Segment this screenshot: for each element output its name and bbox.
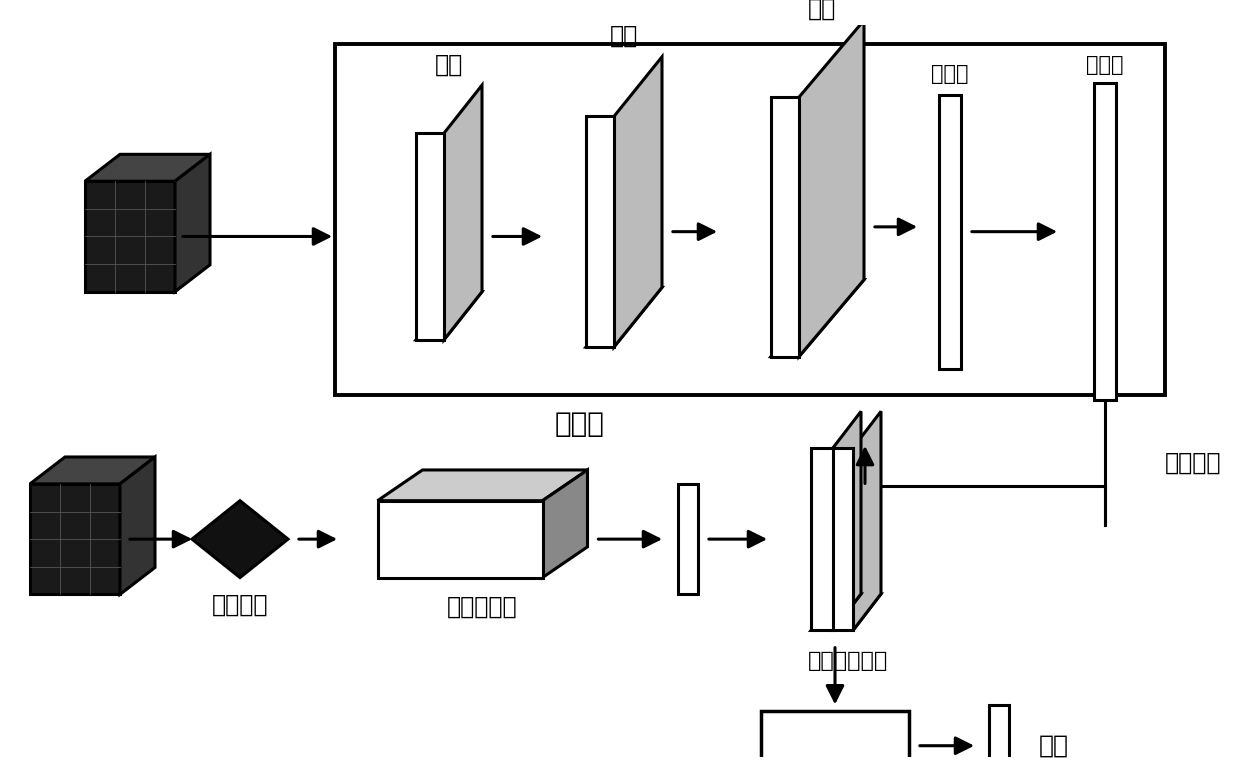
Polygon shape <box>831 448 853 630</box>
Polygon shape <box>377 470 588 501</box>
Text: 全连接: 全连接 <box>931 64 968 84</box>
Polygon shape <box>415 133 444 340</box>
Text: 卷积: 卷积 <box>808 0 836 21</box>
Polygon shape <box>833 411 861 630</box>
Bar <box>939 94 961 369</box>
Bar <box>990 705 1009 762</box>
Polygon shape <box>799 21 864 357</box>
Text: 卷积: 卷积 <box>610 24 639 48</box>
Text: 判别器: 判别器 <box>556 410 605 438</box>
Text: 卷积: 卷积 <box>435 53 463 76</box>
Bar <box>335 44 1166 395</box>
Polygon shape <box>771 280 864 357</box>
Polygon shape <box>587 117 614 347</box>
Bar <box>1094 83 1116 400</box>
Polygon shape <box>853 411 880 630</box>
Polygon shape <box>120 457 155 594</box>
Text: 全连接: 全连接 <box>1086 56 1123 75</box>
Polygon shape <box>415 292 482 340</box>
Text: 纹理特征图: 纹理特征图 <box>446 594 517 619</box>
Polygon shape <box>831 594 880 630</box>
Bar <box>678 484 698 594</box>
Polygon shape <box>192 501 288 578</box>
Polygon shape <box>30 484 120 594</box>
Text: CNN: CNN <box>802 732 868 760</box>
Polygon shape <box>543 470 588 578</box>
Text: 波段选择: 波段选择 <box>212 593 268 616</box>
Polygon shape <box>30 457 155 484</box>
Polygon shape <box>175 155 210 292</box>
Polygon shape <box>444 85 482 340</box>
Polygon shape <box>811 594 861 630</box>
Bar <box>761 711 909 762</box>
Polygon shape <box>587 287 662 347</box>
Text: 类别: 类别 <box>1039 734 1069 757</box>
Polygon shape <box>377 501 543 578</box>
Polygon shape <box>86 155 210 181</box>
Polygon shape <box>771 97 799 357</box>
Text: 波谱特征: 波谱特征 <box>1166 450 1221 474</box>
Polygon shape <box>811 448 833 630</box>
Polygon shape <box>614 57 662 347</box>
Text: 空间波谱特征: 空间波谱特征 <box>808 652 888 671</box>
Polygon shape <box>86 181 175 292</box>
